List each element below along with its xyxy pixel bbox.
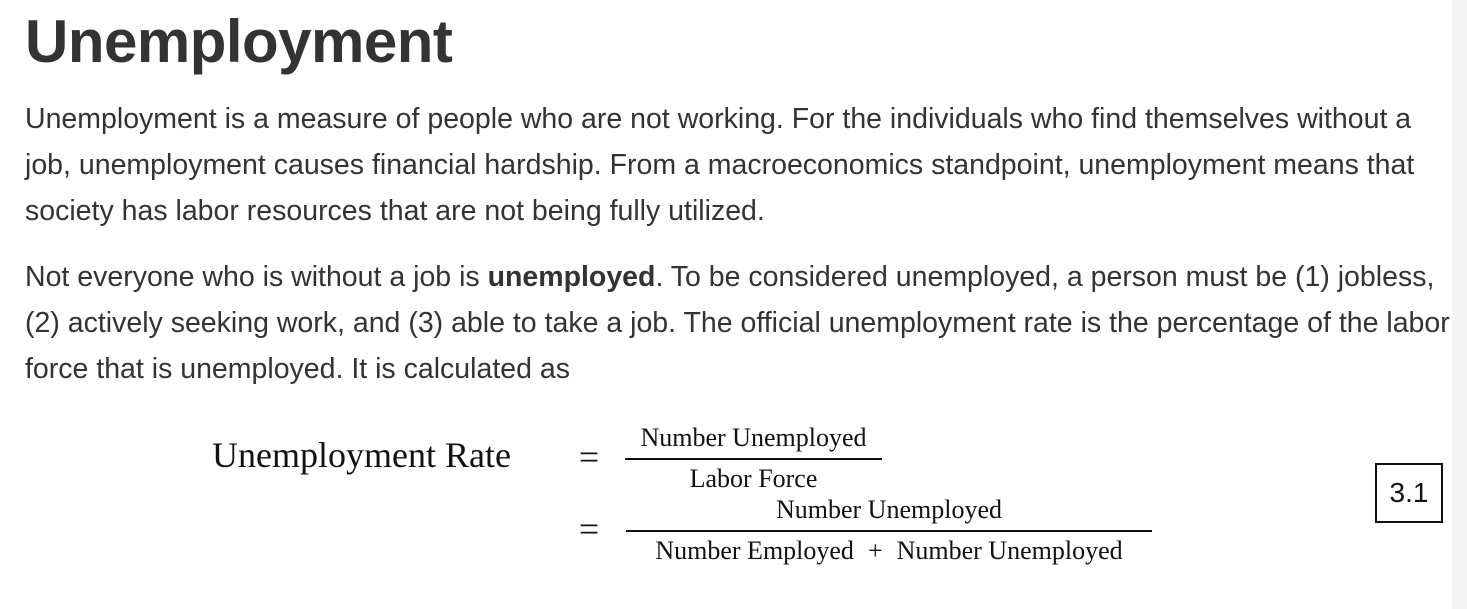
denominator-employed: Number Employed [655,536,854,565]
section-heading: Unemployment [25,8,453,75]
equals-sign: = [578,509,600,549]
equation-lhs: Unemployment Rate [212,435,511,475]
fraction-labor-force: Number Unemployed Labor Force [625,422,882,495]
paragraph-criteria: Not everyone who is without a job is une… [25,254,1450,392]
fraction-denominator: Labor Force [689,464,818,493]
fraction-numerator: Number Unemployed [640,423,867,452]
fraction-bar [626,530,1152,532]
fraction-bar [625,458,882,460]
equation-number-label: 3.1 [1375,463,1443,523]
plus-sign: + [867,536,883,565]
fraction-expanded: Number Unemployed Number Employed + Number… [626,494,1152,567]
paragraph-definition: Unemployment is a measure of people who … [25,103,1415,227]
denominator-unemployed: Number Unemployed [896,536,1123,565]
term-unemployed: unemployed [487,261,656,293]
equals-sign: = [578,437,600,477]
fraction-denominator: Number Employed + Number Unemployed [626,535,1152,567]
paragraph-criteria-text-start: Not everyone who is without a job is [25,261,488,293]
page-edge-strip [1452,0,1467,609]
paragraph-criteria-text-end: . To be considered unemployed, a person … [25,261,1450,385]
fraction-numerator: Number Unemployed [775,495,1002,524]
